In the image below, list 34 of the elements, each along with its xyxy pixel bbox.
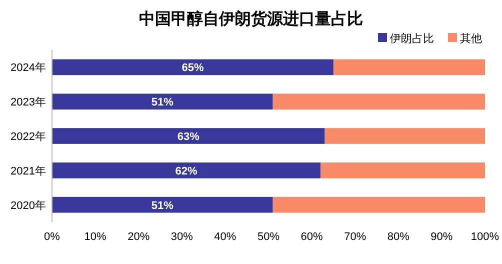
data-label: 51% — [151, 96, 174, 109]
x-tick-label: 50% — [257, 231, 280, 243]
y-tick-label: 2023年 — [10, 96, 46, 109]
bar — [52, 162, 320, 178]
data-label: 51% — [151, 200, 174, 212]
x-tick-label: 20% — [128, 231, 150, 243]
bar — [320, 162, 485, 178]
x-tick-label: 90% — [430, 231, 453, 243]
x-tick-label: 60% — [300, 231, 324, 243]
bar — [272, 94, 485, 110]
y-tick-label: 2021年 — [10, 165, 46, 178]
y-tick-label: 2022年 — [10, 131, 46, 143]
x-tick-label: 80% — [387, 231, 410, 243]
bar — [52, 128, 325, 144]
y-tick-label: 2024年 — [10, 62, 46, 74]
data-label: 63% — [177, 131, 200, 143]
y-tick-label: 2020年 — [10, 200, 46, 212]
x-tick-label: 40% — [214, 231, 236, 243]
bar — [52, 94, 273, 110]
x-tick-label: 0% — [44, 231, 60, 243]
x-tick-label: 10% — [84, 231, 107, 243]
data-label: 65% — [182, 62, 204, 74]
bar — [52, 59, 334, 76]
bar — [324, 128, 485, 144]
bar — [52, 196, 273, 213]
legend-label: 其他 — [460, 32, 482, 45]
x-tick-label: 100% — [470, 231, 500, 243]
bar — [272, 196, 485, 213]
chart-title: 中国甲醇自伊朗货源进口量占比 — [139, 9, 363, 28]
bar — [333, 59, 485, 76]
x-tick-label: 30% — [170, 231, 194, 243]
legend-label: 伊朗占比 — [390, 32, 434, 45]
data-label: 62% — [175, 165, 198, 178]
x-tick-label: 70% — [344, 231, 366, 243]
